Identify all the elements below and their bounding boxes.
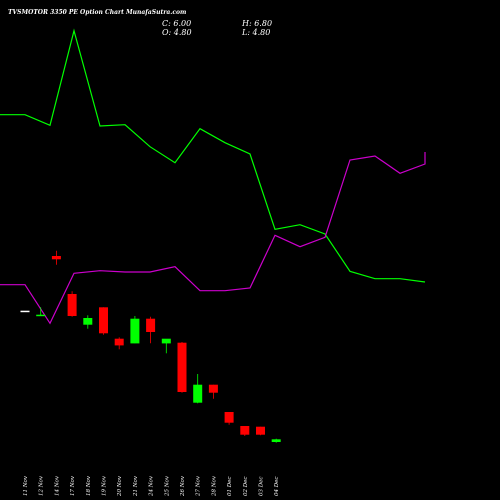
x-tick-label: 28 Nov — [211, 475, 217, 497]
candle — [146, 316, 156, 344]
x-tick-label: 12 Nov — [39, 475, 45, 496]
candle — [161, 338, 171, 354]
x-tick-label: 02 Dec — [243, 477, 249, 497]
candle-body — [240, 426, 250, 435]
candle — [177, 342, 187, 393]
magenta-line-series — [0, 152, 426, 325]
x-tick-label: 17 Nov — [70, 475, 76, 496]
candle-body — [271, 439, 281, 442]
candle-body — [36, 314, 46, 317]
close-price-label: C: 6.00 — [162, 19, 192, 28]
candle — [193, 374, 203, 404]
candle — [67, 291, 77, 317]
x-tick-label: 04 Dec — [274, 477, 280, 497]
chart-title: TVSMOTOR 3350 PE Option Chart MunafaSutr… — [8, 9, 187, 16]
candle — [208, 384, 218, 399]
x-tick-label: 27 Nov — [196, 475, 202, 497]
candle-body — [193, 384, 203, 403]
x-tick-label: 24 Nov — [149, 475, 155, 497]
candle — [51, 250, 61, 265]
candle — [256, 426, 265, 436]
candle-body — [51, 256, 61, 260]
candle-body — [130, 318, 140, 344]
candle — [271, 438, 281, 443]
green-line-series — [0, 28, 426, 283]
candle — [83, 315, 93, 329]
candle-body — [256, 426, 265, 435]
candle-body — [146, 318, 156, 332]
candle-body — [177, 342, 187, 392]
candle-body — [208, 384, 218, 393]
candle — [36, 307, 46, 317]
low-price-label: L: 4.80 — [242, 28, 271, 37]
x-tick-label: 21 Nov — [133, 475, 139, 497]
x-tick-label: 11 Nov — [23, 475, 29, 496]
x-tick-label: 25 Nov — [164, 475, 170, 497]
candle-body — [161, 338, 171, 344]
candle-body — [114, 338, 124, 346]
x-tick-label: 18 Nov — [86, 475, 92, 496]
x-tick-label: 14 Nov — [54, 475, 60, 496]
x-tick-label: 20 Nov — [117, 475, 123, 497]
x-tick-label: 01 Dec — [227, 477, 233, 497]
candle-body — [20, 310, 30, 313]
candle — [240, 426, 250, 436]
candle-body — [83, 318, 93, 325]
x-tick-label: 03 Dec — [259, 477, 265, 497]
x-tick-label: 26 Nov — [180, 475, 186, 497]
candle — [20, 310, 30, 313]
candle — [224, 412, 234, 425]
candle-body — [224, 412, 234, 423]
candle — [114, 337, 124, 350]
high-price-label: H: 6.80 — [242, 19, 273, 28]
open-price-label: O: 4.80 — [162, 28, 192, 37]
candle — [130, 316, 140, 344]
x-tick-label: 19 Nov — [102, 475, 108, 496]
candle — [99, 307, 108, 335]
candle-body — [67, 294, 77, 316]
candle-body — [99, 307, 108, 334]
